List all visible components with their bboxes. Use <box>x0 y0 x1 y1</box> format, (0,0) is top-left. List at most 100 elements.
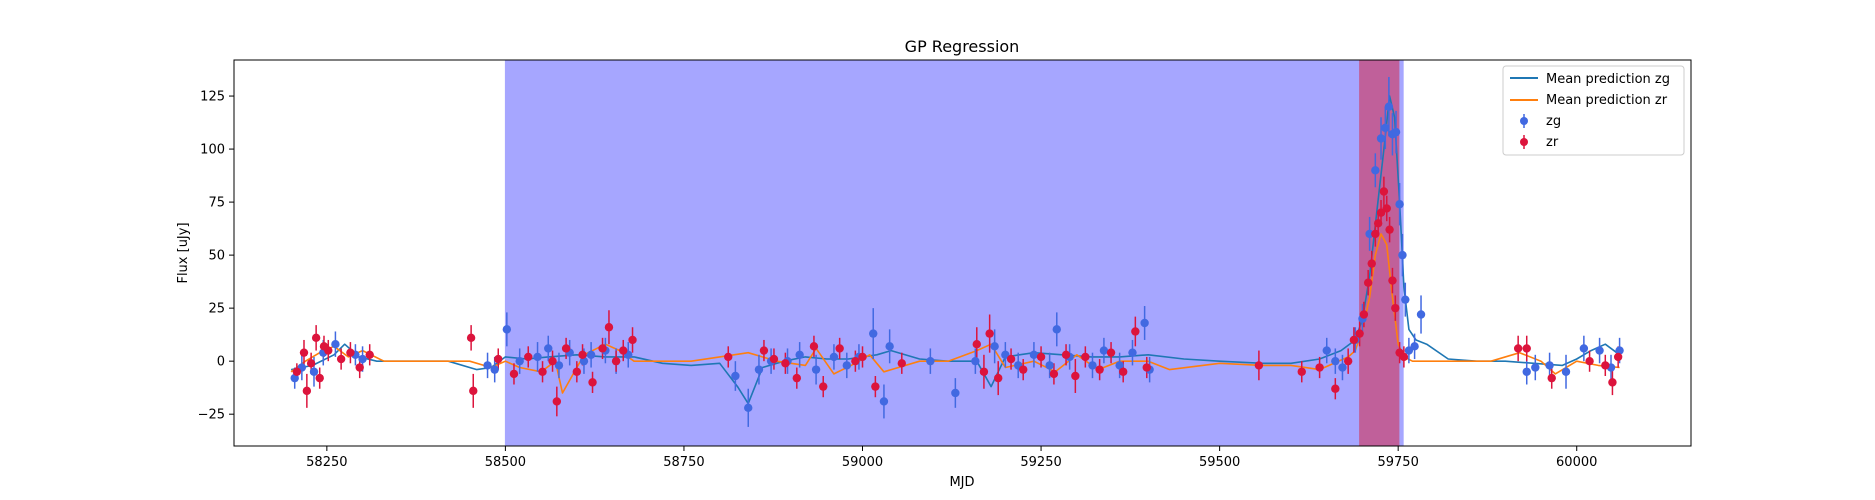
legend-label-zg-line: Mean prediction zg <box>1546 72 1670 87</box>
point-zg <box>829 352 839 362</box>
plot-frame <box>233 59 1692 447</box>
point-zg <box>1001 350 1010 360</box>
point-zr <box>1315 363 1324 372</box>
point-zr <box>792 373 802 383</box>
point-zg <box>1381 123 1390 133</box>
point-zr <box>604 323 614 332</box>
point-zr <box>346 348 355 357</box>
legend-marker-zg <box>1520 117 1528 125</box>
point-zg <box>515 356 524 366</box>
point-zg <box>490 365 499 374</box>
point-zg <box>1322 346 1331 355</box>
point-zr <box>302 386 312 396</box>
point-zr <box>598 344 607 353</box>
point-zr <box>1355 329 1364 338</box>
point-zg <box>926 356 935 366</box>
point-zg <box>309 367 319 376</box>
point-zr <box>1367 259 1376 268</box>
y-tick-label: −25 <box>198 408 225 423</box>
point-zg <box>1088 361 1097 370</box>
point-zr <box>1118 367 1128 376</box>
point-zr <box>1006 354 1016 364</box>
point-zr <box>538 367 547 376</box>
point-zr <box>469 386 478 396</box>
point-zg <box>290 373 299 383</box>
point-zg <box>1545 361 1554 370</box>
point-zg <box>951 388 960 398</box>
point-zr <box>1331 384 1340 393</box>
point-zr <box>611 356 621 366</box>
point-zr <box>835 344 844 353</box>
point-zg <box>483 361 492 370</box>
point-zg <box>795 350 804 360</box>
point-zg <box>1128 348 1137 357</box>
point-zr <box>1613 352 1623 362</box>
point-zr <box>619 346 628 355</box>
point-zr <box>1036 352 1046 362</box>
point-zr <box>1049 369 1059 379</box>
point-zr <box>355 363 364 372</box>
point-zg <box>990 342 999 351</box>
x-axis-label: MJD <box>949 475 974 490</box>
point-zr <box>1371 229 1380 239</box>
point-zg <box>533 352 542 362</box>
point-zr <box>1254 361 1264 370</box>
point-zr <box>1131 327 1140 336</box>
point-zg <box>1338 363 1347 372</box>
x-tick-label: 59750 <box>1377 455 1418 470</box>
point-zr <box>759 346 769 355</box>
point-zr <box>1391 303 1400 313</box>
point-zg <box>586 350 596 360</box>
x-tick-label: 59500 <box>1199 455 1240 470</box>
point-zr <box>769 354 779 364</box>
point-zr <box>1106 348 1116 357</box>
point-zr <box>1373 219 1383 228</box>
point-zr <box>851 356 860 366</box>
y-tick-label: 100 <box>200 143 225 158</box>
point-zg <box>811 365 821 374</box>
point-zr <box>365 350 374 360</box>
point-zr <box>1297 367 1306 376</box>
point-zg <box>358 354 367 364</box>
point-zr <box>306 359 316 368</box>
point-zr <box>1522 344 1531 353</box>
point-zg <box>1522 367 1531 376</box>
point-zr <box>979 367 989 376</box>
point-zr <box>985 329 994 338</box>
x-tick-label: 59000 <box>842 455 883 470</box>
point-zg <box>971 356 980 366</box>
point-zr <box>1363 278 1373 287</box>
point-zg <box>1531 363 1540 372</box>
point-zg <box>842 361 851 370</box>
point-zr <box>324 346 333 355</box>
point-zr <box>1376 208 1386 217</box>
point-zg <box>1395 200 1404 209</box>
point-zr <box>578 350 587 360</box>
point-zr <box>1379 187 1389 196</box>
point-zg <box>1391 127 1401 137</box>
y-tick-label: 50 <box>208 249 225 264</box>
y-tick-label: 75 <box>208 196 225 211</box>
point-zg <box>754 365 764 374</box>
point-zg <box>1099 346 1109 355</box>
point-zg <box>744 403 753 413</box>
point-zg <box>1045 361 1054 370</box>
point-zr <box>1071 371 1080 381</box>
point-zr <box>1061 350 1071 360</box>
point-zr <box>588 378 597 387</box>
point-zr <box>819 382 828 391</box>
point-zg <box>879 397 889 406</box>
x-tick-label: 59250 <box>1020 455 1061 470</box>
point-zg <box>579 356 589 366</box>
point-zr <box>1343 356 1353 366</box>
point-zr <box>1601 361 1610 370</box>
point-zg <box>1579 344 1589 353</box>
point-zr <box>1359 310 1369 319</box>
legend-label-zr: zr <box>1546 135 1559 150</box>
point-zr <box>311 333 321 343</box>
x-tick-label: 60000 <box>1556 455 1597 470</box>
x-tick-label: 58500 <box>485 455 526 470</box>
point-zr <box>1382 204 1391 213</box>
point-zg <box>1384 102 1394 111</box>
legend-marker-zr <box>1520 138 1528 146</box>
